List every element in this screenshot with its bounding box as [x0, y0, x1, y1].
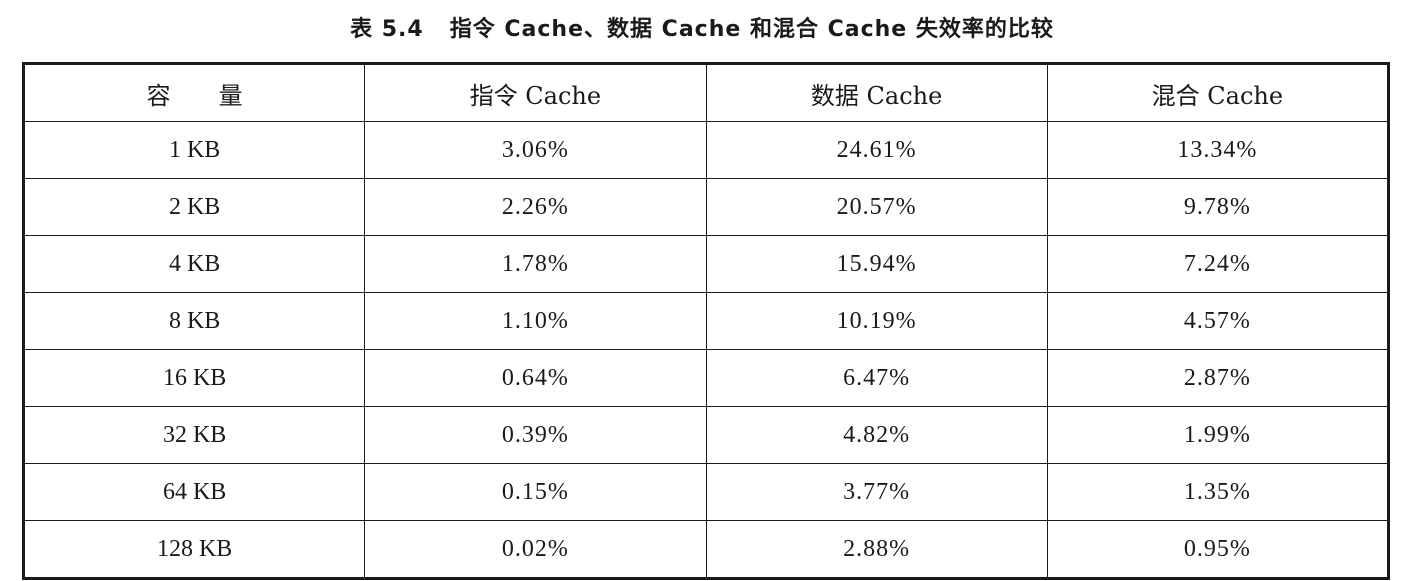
cell-capacity: 64 KB [22, 463, 366, 521]
cell-unified-cache: 1.35% [1046, 463, 1390, 521]
table-caption: 表 5.4 指令 Cache、数据 Cache 和混合 Cache 失效率的比较 [0, 12, 1404, 48]
cell-capacity: 128 KB [22, 520, 366, 579]
cell-instruction-cache: 0.64% [364, 349, 707, 407]
table-number: 表 5.4 [350, 17, 424, 42]
table-row: 128 KB 0.02% 2.88% 0.95% [22, 520, 1390, 579]
cell-data-cache: 4.82% [705, 406, 1048, 464]
cache-miss-rate-table: 容量 指令 Cache 数据 Cache 混合 Cache 1 KB 3.06%… [22, 62, 1390, 580]
cell-capacity: 8 KB [22, 292, 366, 350]
cell-capacity: 2 KB [22, 178, 366, 236]
header-capacity: 容量 [22, 63, 366, 122]
cell-data-cache: 24.61% [705, 121, 1048, 179]
cell-capacity: 1 KB [22, 121, 366, 179]
table-row: 64 KB 0.15% 3.77% 1.35% [22, 463, 1390, 521]
cell-data-cache: 20.57% [705, 178, 1048, 236]
header-data-cache: 数据 Cache [705, 63, 1048, 122]
cell-unified-cache: 9.78% [1046, 178, 1390, 236]
cell-data-cache: 2.88% [705, 520, 1048, 579]
cell-unified-cache: 4.57% [1046, 292, 1390, 350]
table-row: 4 KB 1.78% 15.94% 7.24% [22, 235, 1390, 293]
table-row: 16 KB 0.64% 6.47% 2.87% [22, 349, 1390, 407]
table-row: 8 KB 1.10% 10.19% 4.57% [22, 292, 1390, 350]
table-row: 32 KB 0.39% 4.82% 1.99% [22, 406, 1390, 464]
cell-capacity: 32 KB [22, 406, 366, 464]
cell-capacity: 16 KB [22, 349, 366, 407]
table-header-row: 容量 指令 Cache 数据 Cache 混合 Cache [22, 63, 1390, 122]
table-row: 1 KB 3.06% 24.61% 13.34% [22, 121, 1390, 179]
cell-instruction-cache: 1.10% [364, 292, 707, 350]
header-instruction-cache: 指令 Cache [364, 63, 707, 122]
cell-instruction-cache: 1.78% [364, 235, 707, 293]
cell-data-cache: 3.77% [705, 463, 1048, 521]
table-row: 2 KB 2.26% 20.57% 9.78% [22, 178, 1390, 236]
cell-data-cache: 10.19% [705, 292, 1048, 350]
cell-instruction-cache: 0.02% [364, 520, 707, 579]
cell-data-cache: 15.94% [705, 235, 1048, 293]
cell-unified-cache: 0.95% [1046, 520, 1390, 579]
cell-unified-cache: 1.99% [1046, 406, 1390, 464]
cell-data-cache: 6.47% [705, 349, 1048, 407]
cell-instruction-cache: 0.39% [364, 406, 707, 464]
cell-instruction-cache: 3.06% [364, 121, 707, 179]
cell-unified-cache: 7.24% [1046, 235, 1390, 293]
table-title: 指令 Cache、数据 Cache 和混合 Cache 失效率的比较 [449, 17, 1054, 42]
cell-instruction-cache: 2.26% [364, 178, 707, 236]
cell-instruction-cache: 0.15% [364, 463, 707, 521]
cell-capacity: 4 KB [22, 235, 366, 293]
header-unified-cache: 混合 Cache [1046, 63, 1390, 122]
cell-unified-cache: 13.34% [1046, 121, 1390, 179]
cell-unified-cache: 2.87% [1046, 349, 1390, 407]
